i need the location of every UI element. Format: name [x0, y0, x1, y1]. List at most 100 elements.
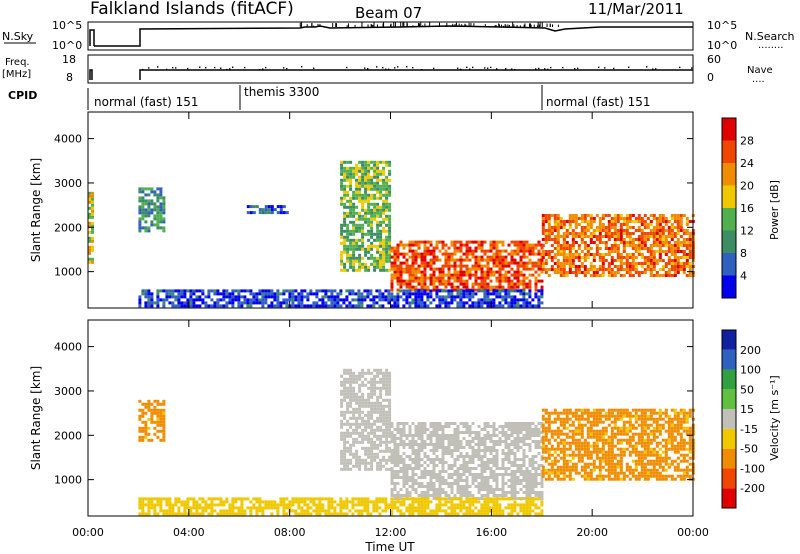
echo-cell — [408, 440, 412, 443]
echo-cell — [640, 465, 644, 469]
echo-cell — [619, 459, 623, 463]
echo-cell — [312, 304, 316, 308]
echo-cell — [531, 304, 535, 308]
echo-cell — [537, 243, 541, 247]
echo-cell — [189, 292, 193, 296]
echo-cell — [376, 211, 380, 215]
echo-cell — [444, 482, 448, 485]
echo-cell — [438, 298, 442, 302]
echo-cell — [568, 226, 572, 229]
echo-cell — [510, 285, 514, 289]
echo-cell — [544, 477, 548, 481]
echo-cell — [364, 163, 368, 167]
echo-cell — [631, 423, 635, 427]
echo-cell — [192, 289, 196, 293]
echo-cell — [607, 274, 611, 277]
echo-cell — [670, 217, 674, 220]
echo-cell — [625, 462, 629, 466]
echo-cell — [429, 240, 433, 244]
echo-cell — [544, 259, 548, 262]
echo-cell — [513, 479, 517, 482]
echo-cell — [492, 301, 496, 305]
echo-cell — [408, 458, 412, 461]
echo-cell — [534, 479, 538, 482]
echo-cell — [462, 243, 466, 247]
echo-cell — [88, 239, 91, 243]
echo-cell — [385, 238, 389, 242]
echo-cell — [489, 240, 493, 244]
echo-cell — [385, 377, 389, 381]
echo-cell — [574, 223, 578, 226]
echo-cell — [435, 434, 439, 437]
echo-cell — [574, 453, 578, 457]
echo-cell — [343, 398, 347, 402]
echo-cell — [456, 431, 460, 434]
echo-cell — [655, 274, 659, 277]
echo-cell — [346, 395, 350, 399]
echo-cell — [456, 289, 460, 293]
echo-cell — [396, 258, 400, 262]
echo-cell — [432, 258, 436, 262]
echo-cell — [682, 262, 686, 265]
echo-cell — [435, 246, 439, 250]
echo-cell — [658, 247, 662, 250]
echo-cell — [376, 202, 380, 206]
echo-cell — [595, 453, 599, 457]
echo-cell — [364, 377, 368, 381]
echo-cell — [528, 488, 532, 491]
echo-cell — [483, 273, 487, 277]
echo-cell — [562, 417, 566, 421]
echo-cell — [376, 419, 380, 423]
echo-cell — [444, 449, 448, 452]
echo-cell — [577, 271, 581, 274]
echo-cell — [144, 429, 148, 433]
echo-cell — [471, 467, 475, 470]
echo-cell — [343, 452, 347, 456]
echo-cell — [592, 429, 596, 433]
echo-cell — [336, 301, 340, 305]
echo-cell — [216, 304, 220, 308]
echo-cell — [367, 419, 371, 423]
echo-cell — [333, 289, 337, 293]
echo-cell — [580, 441, 584, 445]
echo-cell — [471, 289, 475, 293]
echo-cell — [183, 301, 187, 305]
echo-cell — [219, 304, 223, 308]
echo-cell — [237, 304, 241, 308]
echo-cell — [373, 428, 377, 432]
echo-cell — [661, 450, 665, 454]
echo-cell — [646, 447, 650, 451]
echo-cell — [480, 246, 484, 250]
echo-cell — [562, 265, 566, 268]
echo-cell — [540, 246, 544, 250]
echo-cell — [541, 238, 545, 241]
echo-cell — [649, 256, 653, 259]
echo-cell — [604, 253, 608, 256]
echo-cell — [396, 295, 400, 299]
echo-cell — [367, 268, 371, 272]
echo-cell — [562, 235, 566, 238]
echo-cell — [676, 268, 680, 271]
nave-dot — [394, 67, 396, 69]
echo-cell — [628, 441, 632, 445]
echo-cell — [141, 205, 145, 209]
echo-cell — [513, 476, 517, 479]
echo-cell — [426, 458, 430, 461]
echo-cell — [361, 461, 365, 465]
echo-cell — [670, 444, 674, 448]
echo-cell — [477, 425, 481, 428]
echo-cell — [586, 444, 590, 448]
echo-cell — [382, 217, 386, 221]
echo-cell — [607, 447, 611, 451]
echo-cell — [423, 494, 427, 497]
echo-cell — [361, 247, 365, 251]
echo-cell — [655, 468, 659, 472]
echo-cell — [358, 377, 362, 381]
echo-cell — [156, 423, 160, 427]
echo-cell — [541, 220, 545, 223]
echo-cell — [559, 223, 563, 226]
echo-cell — [349, 202, 353, 206]
echo-cell — [685, 256, 689, 259]
echo-cell — [625, 241, 629, 244]
echo-cell — [343, 389, 347, 393]
